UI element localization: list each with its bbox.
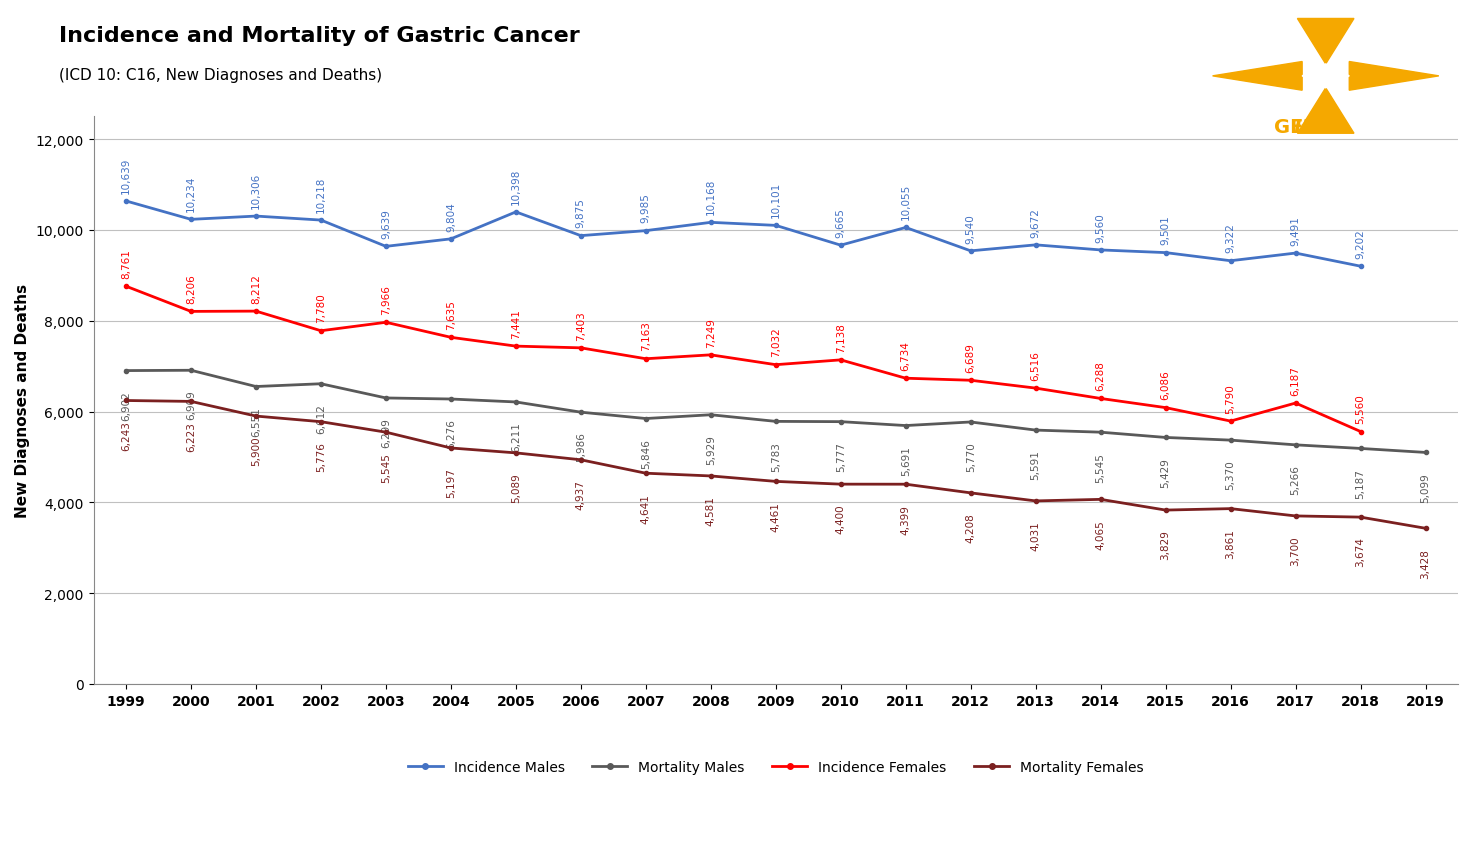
- Text: 9,501: 9,501: [1161, 215, 1171, 245]
- Text: 3,428: 3,428: [1420, 548, 1430, 578]
- Text: 10,398: 10,398: [511, 168, 521, 205]
- Text: 6,243: 6,243: [121, 421, 131, 450]
- Text: 9,560: 9,560: [1096, 212, 1106, 242]
- Text: 6,187: 6,187: [1290, 365, 1301, 395]
- Polygon shape: [1298, 89, 1354, 134]
- Polygon shape: [1349, 62, 1439, 91]
- Text: 4,581: 4,581: [706, 496, 716, 525]
- Text: 6,909: 6,909: [186, 391, 196, 420]
- Text: 7,163: 7,163: [641, 321, 651, 351]
- Text: 4,031: 4,031: [1031, 520, 1040, 550]
- Polygon shape: [1212, 62, 1302, 91]
- Text: 4,065: 4,065: [1096, 519, 1106, 549]
- Text: 8,761: 8,761: [121, 249, 131, 279]
- Text: 7,966: 7,966: [382, 285, 390, 315]
- Text: 7,780: 7,780: [315, 293, 326, 323]
- Text: 10,218: 10,218: [315, 177, 326, 212]
- Text: Incidence and Mortality of Gastric Cancer: Incidence and Mortality of Gastric Cance…: [59, 26, 580, 45]
- Text: 4,641: 4,641: [641, 493, 651, 523]
- Text: 10,055: 10,055: [900, 183, 910, 220]
- Text: 4,400: 4,400: [835, 504, 846, 534]
- Text: 9,875: 9,875: [576, 198, 586, 228]
- Text: 8,206: 8,206: [186, 274, 196, 304]
- Text: 4,399: 4,399: [900, 504, 910, 534]
- Text: 9,202: 9,202: [1355, 229, 1365, 258]
- Text: 3,674: 3,674: [1355, 537, 1365, 566]
- Text: 5,187: 5,187: [1355, 468, 1365, 498]
- Text: 5,429: 5,429: [1161, 457, 1171, 487]
- Text: 9,985: 9,985: [641, 194, 651, 223]
- Text: 5,790: 5,790: [1226, 384, 1236, 413]
- Text: 5,900: 5,900: [250, 436, 261, 466]
- Text: 5,266: 5,266: [1290, 465, 1301, 495]
- Text: 7,138: 7,138: [835, 322, 846, 352]
- Text: 5,370: 5,370: [1226, 460, 1236, 490]
- Text: 6,211: 6,211: [511, 422, 521, 452]
- Text: 10,306: 10,306: [250, 172, 261, 208]
- Text: 5,691: 5,691: [900, 445, 910, 475]
- Text: 6,276: 6,276: [446, 419, 455, 449]
- Text: 5,986: 5,986: [576, 432, 586, 462]
- Text: 5,591: 5,591: [1031, 450, 1040, 480]
- Text: 5,776: 5,776: [315, 442, 326, 472]
- Polygon shape: [1302, 65, 1349, 89]
- Text: 4,937: 4,937: [576, 479, 586, 509]
- Text: 8,212: 8,212: [250, 274, 261, 304]
- Text: 9,540: 9,540: [966, 213, 975, 243]
- Text: 6,734: 6,734: [900, 340, 910, 370]
- Text: 6,689: 6,689: [966, 343, 975, 373]
- Text: 3,829: 3,829: [1161, 530, 1171, 560]
- Legend: Incidence Males, Mortality Males, Incidence Females, Mortality Females: Incidence Males, Mortality Males, Incide…: [402, 754, 1149, 779]
- Text: 7,249: 7,249: [706, 317, 716, 347]
- Text: (ICD 10: C16, New Diagnoses and Deaths): (ICD 10: C16, New Diagnoses and Deaths): [59, 68, 382, 84]
- Text: 5,099: 5,099: [1420, 473, 1430, 502]
- Text: 6,516: 6,516: [1031, 351, 1040, 380]
- Text: 7,403: 7,403: [576, 310, 586, 340]
- Text: 5,846: 5,846: [641, 438, 651, 468]
- Text: 5,560: 5,560: [1355, 394, 1365, 424]
- Text: 5,777: 5,777: [835, 442, 846, 472]
- Text: 6,299: 6,299: [382, 418, 390, 448]
- Text: 9,639: 9,639: [382, 209, 390, 239]
- Text: 7,441: 7,441: [511, 309, 521, 339]
- Text: 9,665: 9,665: [835, 208, 846, 237]
- Text: 10,639: 10,639: [121, 157, 131, 194]
- Text: 9,804: 9,804: [446, 201, 455, 231]
- Polygon shape: [1298, 20, 1354, 65]
- Text: 6,612: 6,612: [315, 403, 326, 433]
- Text: 5,545: 5,545: [382, 452, 390, 482]
- Text: 9,672: 9,672: [1031, 207, 1040, 237]
- Text: 10,168: 10,168: [706, 178, 716, 215]
- Text: 10,101: 10,101: [770, 182, 781, 218]
- Text: ID: ID: [1274, 118, 1318, 136]
- Text: 5,770: 5,770: [966, 442, 975, 472]
- Text: 4,461: 4,461: [770, 502, 781, 531]
- Text: 7,635: 7,635: [446, 299, 455, 329]
- Text: 7,032: 7,032: [770, 328, 781, 357]
- Text: 9,322: 9,322: [1226, 223, 1236, 253]
- Y-axis label: New Diagnoses and Deaths: New Diagnoses and Deaths: [15, 284, 29, 518]
- Text: 5,783: 5,783: [770, 441, 781, 471]
- Text: 4,208: 4,208: [966, 513, 975, 543]
- Text: 6,288: 6,288: [1096, 361, 1106, 391]
- Text: 3,700: 3,700: [1290, 536, 1301, 566]
- Text: 5,089: 5,089: [511, 473, 521, 502]
- Text: 5,545: 5,545: [1096, 452, 1106, 482]
- Text: 5,929: 5,929: [706, 435, 716, 465]
- Text: 10,234: 10,234: [186, 176, 196, 212]
- Text: 6,086: 6,086: [1161, 370, 1171, 400]
- Text: 9,491: 9,491: [1290, 216, 1301, 246]
- Text: 6,902: 6,902: [121, 391, 131, 421]
- Text: 3,861: 3,861: [1226, 529, 1236, 558]
- Text: GEK: GEK: [1274, 118, 1318, 136]
- Text: 6,551: 6,551: [250, 407, 261, 437]
- Text: 6,223: 6,223: [186, 421, 196, 451]
- Text: 5,197: 5,197: [446, 468, 455, 497]
